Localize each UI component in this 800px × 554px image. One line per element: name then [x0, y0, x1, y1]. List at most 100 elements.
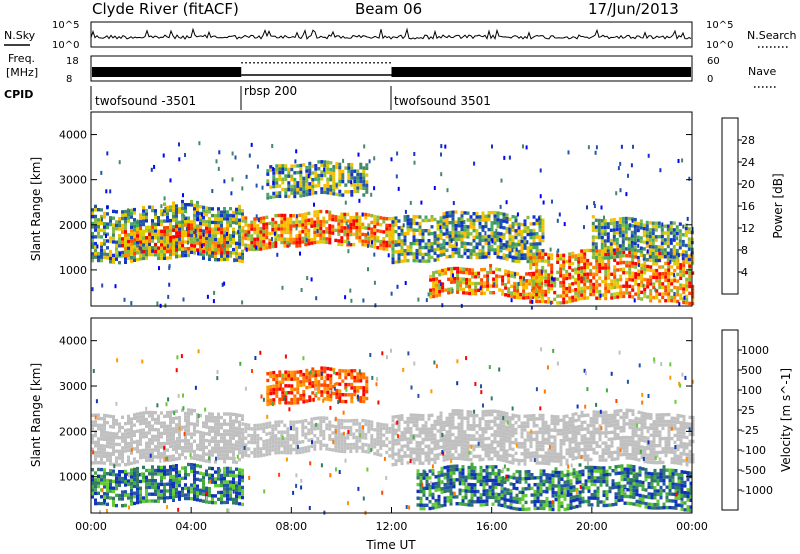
- heatmap-cell: [181, 206, 184, 211]
- heatmap-cell: [115, 456, 118, 460]
- heatmap-cell: [473, 161, 476, 166]
- heatmap-cell: [438, 293, 442, 297]
- heatmap-cell: [286, 230, 290, 235]
- heatmap-cell: [637, 259, 641, 263]
- heatmap-cell: [307, 238, 311, 243]
- heatmap-cell: [468, 291, 472, 296]
- heatmap-cell: [502, 216, 506, 220]
- heatmap-cell: [495, 284, 499, 288]
- heatmap-cell: [382, 216, 386, 221]
- heatmap-cell: [238, 434, 241, 438]
- heatmap-cell: [229, 217, 232, 221]
- heatmap-cell: [355, 422, 359, 426]
- heatmap-cell: [615, 237, 619, 242]
- heatmap-cell: [157, 256, 160, 260]
- heatmap-cell: [567, 150, 570, 155]
- heatmap-cell: [529, 273, 533, 277]
- heatmap-cell: [334, 442, 338, 446]
- heatmap-cell: [181, 213, 184, 217]
- heatmap-cell: [278, 387, 282, 391]
- heatmap-cell: [275, 384, 279, 388]
- heatmap-cell: [190, 220, 193, 224]
- nave-tick-top: 60: [707, 56, 720, 67]
- heatmap-cell: [169, 427, 172, 432]
- heatmap-cell: [341, 369, 345, 373]
- heatmap-cell: [109, 496, 112, 500]
- heatmap-cell: [304, 232, 308, 237]
- heatmap-cell: [335, 192, 339, 197]
- heatmap-cell: [541, 252, 545, 256]
- heatmap-cell: [571, 288, 575, 293]
- heatmap-cell: [223, 432, 226, 437]
- heatmap-cell: [163, 212, 166, 216]
- heatmap-cell: [304, 229, 308, 233]
- heatmap-cell: [139, 418, 142, 422]
- heatmap-cell: [376, 449, 380, 453]
- heatmap-cell: [214, 220, 217, 225]
- heatmap-cell: [624, 220, 628, 224]
- heatmap-cell: [190, 486, 193, 491]
- heatmap-cell: [100, 214, 103, 219]
- heatmap-cell: [442, 215, 446, 219]
- heatmap-cell: [290, 374, 294, 378]
- heatmap-cell: [452, 201, 455, 205]
- heatmap-cell: [217, 422, 220, 427]
- heatmap-cell: [241, 485, 244, 490]
- heatmap-cell: [244, 216, 248, 220]
- heatmap-cell: [151, 205, 154, 209]
- heatmap-cell: [133, 467, 136, 472]
- heatmap-cell: [269, 385, 273, 389]
- heatmap-cell: [217, 456, 220, 461]
- heatmap-cell: [355, 229, 359, 233]
- heatmap-cell: [130, 225, 133, 229]
- heatmap-cell: [298, 244, 302, 248]
- heatmap-cell: [232, 426, 235, 430]
- heatmap-cell: [202, 249, 206, 254]
- heatmap-cell: [320, 369, 324, 374]
- heatmap-cell: [151, 252, 154, 257]
- heatmap-cell: [208, 210, 211, 214]
- heatmap-cell: [181, 247, 185, 251]
- heatmap-cell: [196, 416, 199, 420]
- heatmap-cell: [549, 300, 552, 305]
- heatmap-cell: [361, 429, 365, 433]
- heatmap-cell: [541, 225, 545, 229]
- heatmap-cell: [481, 211, 485, 215]
- heatmap-cell: [142, 253, 145, 257]
- heatmap-cell: [226, 257, 229, 262]
- heatmap-cell: [275, 181, 279, 185]
- heatmap-cell: [136, 230, 140, 235]
- heatmap-cell: [430, 218, 434, 222]
- heatmap-cell: [427, 259, 431, 263]
- heatmap-cell: [148, 410, 151, 415]
- heatmap-cell: [341, 176, 345, 180]
- heatmap-cell: [406, 218, 410, 222]
- heatmap-cell: [250, 224, 254, 228]
- heatmap-cell: [151, 475, 154, 479]
- heatmap-cell: [133, 430, 136, 434]
- heatmap-cell: [517, 249, 521, 254]
- heatmap-cell: [289, 234, 293, 238]
- heatmap-cell: [91, 221, 94, 226]
- heatmap-cell: [184, 203, 187, 207]
- heatmap-cell: [160, 411, 163, 415]
- heatmap-cell: [181, 203, 184, 207]
- heatmap-cell: [292, 237, 296, 242]
- heatmap-cell: [679, 269, 683, 274]
- heatmap-cell: [130, 485, 133, 489]
- heatmap-cell: [187, 233, 191, 237]
- heatmap-cell: [660, 251, 664, 256]
- heatmap-cell: [447, 267, 451, 271]
- heatmap-cell: [235, 248, 238, 252]
- heatmap-cell: [538, 248, 542, 253]
- heatmap-cell: [660, 231, 664, 235]
- heatmap-cell: [346, 426, 350, 430]
- heatmap-cell: [672, 245, 676, 249]
- heatmap-cell: [344, 372, 348, 377]
- heatmap-cell: [394, 223, 398, 227]
- heatmap-cell: [451, 217, 455, 221]
- heatmap-cell: [139, 216, 142, 220]
- heatmap-cell: [385, 233, 389, 238]
- heatmap-cell: [510, 284, 514, 288]
- heatmap-cell: [202, 232, 205, 237]
